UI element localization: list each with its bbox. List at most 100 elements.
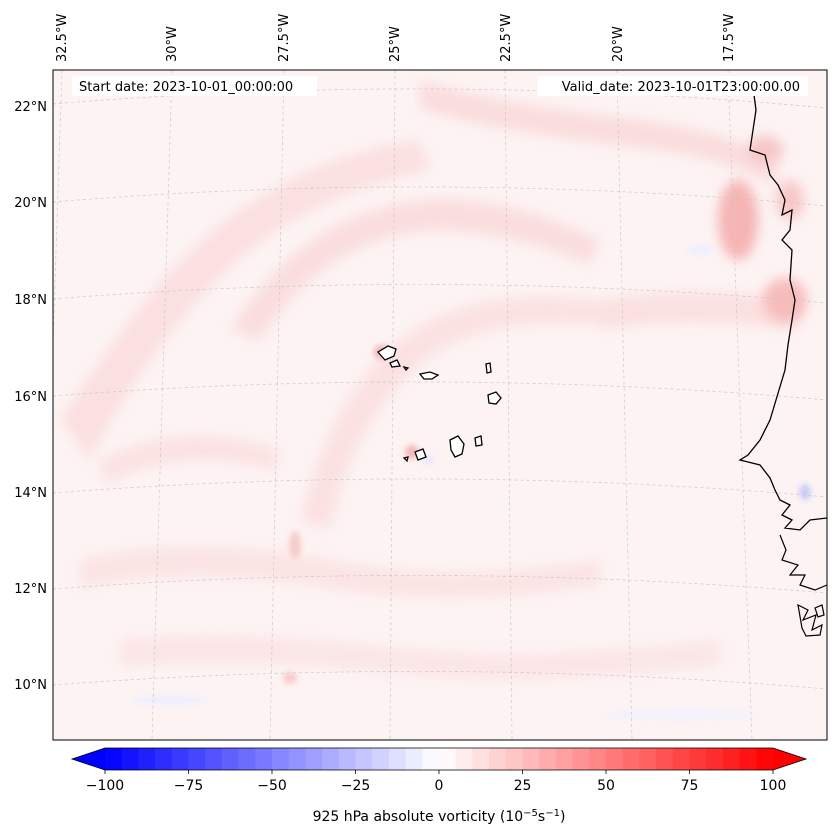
vorticity-max [763, 278, 807, 322]
lon-label: 22.5°W [499, 14, 514, 62]
vorticity-max [747, 136, 783, 164]
colorbar-segment [138, 748, 156, 770]
colorbar-tick-label: 25 [514, 778, 532, 794]
vorticity-band [230, 199, 600, 340]
island [389, 359, 401, 368]
africa-coastline [797, 603, 823, 637]
lon-label: 32.5°W [55, 14, 70, 62]
colorbar-segments [105, 748, 774, 770]
colorbar-segment [606, 748, 624, 770]
colorbar-segment [322, 748, 340, 770]
start-date-label: Start date: 2023-10-01_00:00:00 [79, 80, 293, 95]
colorbar-segment [305, 748, 323, 770]
island [376, 345, 397, 361]
lat-label: 10°N [14, 678, 47, 693]
colorbar-segment [489, 748, 507, 770]
island [418, 371, 440, 380]
colorbar-tick-label: 75 [681, 778, 699, 794]
colorbar-segment [706, 748, 724, 770]
colorbar-tick-label: −75 [174, 778, 204, 794]
colorbar-segment [589, 748, 607, 770]
colorbar-segment [505, 748, 524, 770]
vorticity-min [130, 695, 210, 705]
africa-coastline [814, 604, 825, 618]
colorbar-segment [171, 748, 190, 770]
vorticity-max [718, 180, 758, 260]
colorbar-tick-label: −50 [257, 778, 287, 794]
colorbar-segment [372, 748, 390, 770]
colorbar-segment [105, 748, 123, 770]
lon-label: 17.5°W [722, 14, 737, 62]
colorbar-segment [422, 748, 440, 770]
colorbar-segment [338, 748, 357, 770]
island [449, 435, 465, 458]
colorbar-segment [722, 748, 741, 770]
africa-coastline [779, 534, 827, 591]
colorbar-tick-label: −25 [341, 778, 371, 794]
colorbar-segment [455, 748, 473, 770]
lon-label: 30°W [165, 26, 180, 62]
island [402, 365, 410, 372]
colorbar-segment [405, 748, 423, 770]
colorbar-tick-label: 100 [760, 778, 787, 794]
map-frame [52, 69, 828, 741]
colorbar-segment [522, 748, 540, 770]
lon-label: 25°W [388, 26, 403, 62]
vorticity-band [600, 292, 800, 330]
lat-label: 20°N [14, 196, 47, 211]
island [485, 362, 492, 374]
colorbar-segment [205, 748, 223, 770]
vorticity-band [80, 546, 600, 598]
lon-label: 27.5°W [277, 14, 292, 62]
colorbar-segment [188, 748, 206, 770]
colorbar-extend-high [773, 748, 806, 770]
colorbar-tick-label: 50 [597, 778, 615, 794]
island [487, 391, 502, 405]
map-background [53, 70, 827, 740]
island [402, 456, 409, 463]
colorbar-segment [756, 748, 774, 770]
map-panel [52, 69, 828, 741]
colorbar-segment [272, 748, 290, 770]
colorbar-segment [672, 748, 691, 770]
island [474, 435, 483, 447]
colorbar-segment [739, 748, 757, 770]
colorbar-segment [472, 748, 490, 770]
vorticity-max [405, 445, 419, 459]
colorbar-segment [155, 748, 173, 770]
colorbar: −100 −75 −50 −25 0 25 50 75 100 925 hPa absolute… [70, 747, 808, 825]
latitude-labels: 22°N 20°N 18°N 16°N 14°N 12°N 10°N [14, 100, 47, 693]
colorbar-ticks: −100 −75 −50 −25 0 25 50 75 100 [86, 770, 787, 794]
lat-label: 14°N [14, 486, 47, 501]
africa-coastline [738, 79, 827, 531]
longitude-labels: 32.5°W 30°W 27.5°W 25°W 22.5°W 20°W 17.5… [55, 14, 737, 62]
colorbar-segment [555, 748, 574, 770]
vorticity-band [100, 436, 280, 485]
colorbar-segment [639, 748, 657, 770]
colorbar-segment [439, 748, 457, 770]
colorbar-segment [255, 748, 273, 770]
vorticity-band [300, 296, 600, 530]
valid-date-box [538, 76, 808, 96]
colorbar-extend-low [72, 748, 105, 770]
colorbar-tick-label: 0 [435, 778, 444, 794]
vorticity-max [776, 180, 804, 220]
colorbar-segment [622, 748, 640, 770]
valid-date-label: Valid_date: 2023-10-01T23:00:00.00 [562, 80, 800, 95]
cape-verde-islands [376, 345, 502, 463]
colorbar-segment [121, 748, 139, 770]
vorticity-min [600, 710, 760, 720]
island [414, 448, 427, 461]
vorticity-band [60, 140, 430, 460]
vorticity-field [53, 70, 827, 740]
vorticity-max [283, 672, 297, 684]
colorbar-segment [656, 748, 674, 770]
vorticity-min [686, 244, 714, 256]
colorbar-segment [572, 748, 590, 770]
vorticity-min [799, 484, 811, 500]
lat-label: 22°N [14, 100, 47, 115]
vorticity-band [120, 635, 720, 680]
lon-label: 20°W [611, 26, 626, 62]
lat-label: 18°N [14, 293, 47, 308]
